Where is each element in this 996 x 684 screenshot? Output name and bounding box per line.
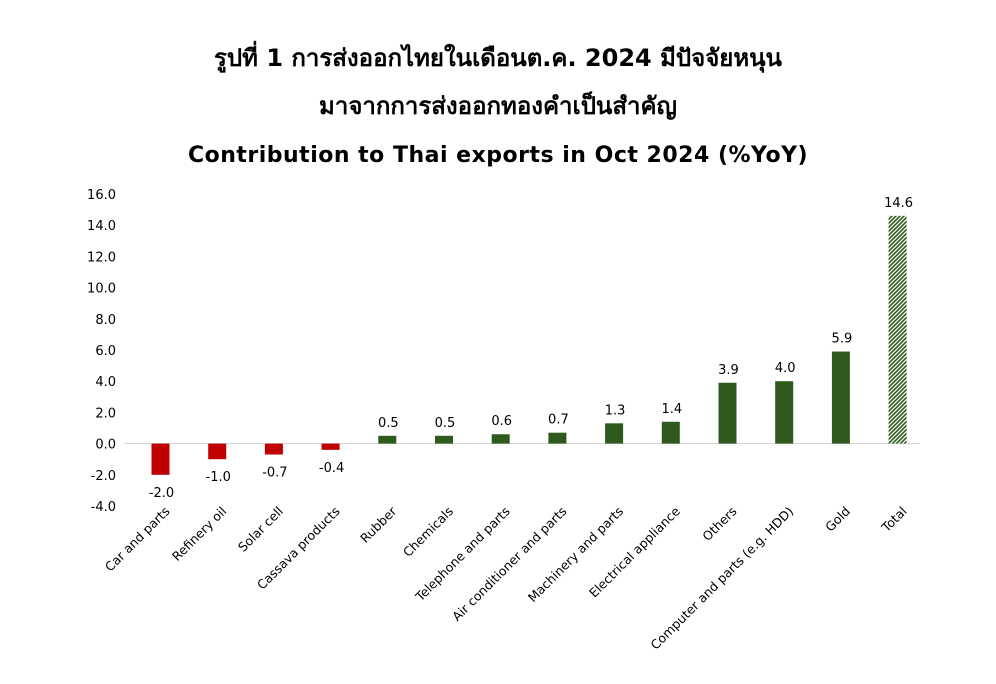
x-tick-label: Chemicals: [400, 504, 456, 560]
chart-title-thai-line-2: มาจากการส่งออกทองคำเป็นสำคัญ: [319, 92, 677, 120]
bar: [378, 435, 397, 444]
y-tick-label: 12.0: [87, 250, 116, 265]
bar: [208, 443, 227, 460]
data-label: -0.7: [262, 466, 287, 481]
bar: [321, 443, 340, 450]
x-tick-label: Machinery and parts: [525, 504, 626, 605]
bar: [775, 381, 794, 444]
bar: [548, 432, 567, 444]
bar: [831, 351, 850, 444]
bar: [151, 443, 170, 475]
data-label: 5.9: [832, 332, 853, 347]
x-tick-label: Air conditioner and parts: [449, 504, 569, 624]
data-label: 14.6: [884, 196, 913, 211]
data-label: -2.0: [149, 486, 174, 501]
y-tick-label: 14.0: [87, 219, 116, 234]
y-tick-label: 10.0: [87, 282, 116, 297]
bar: [718, 382, 737, 444]
y-tick-label: 6.0: [95, 344, 116, 359]
data-label: 0.6: [491, 414, 512, 429]
bar: [661, 421, 680, 444]
x-tick-label: Gold: [822, 504, 853, 535]
chart-title-thai-line-1: รูปที่ 1 การส่งออกไทยในเดือนต.ค. 2024 มี…: [214, 44, 782, 72]
data-label: 0.5: [378, 416, 399, 431]
bar: [264, 443, 283, 455]
data-labels: -2.0 -1.0 -0.7 -0.4 0.5 0.5 0.6 0.7 1.3 1.4 3.9 4.0…: [149, 196, 913, 501]
x-tick-label: Solar cell: [235, 504, 286, 555]
data-label: 3.9: [718, 363, 739, 378]
x-tick-label: Rubber: [357, 503, 400, 546]
bar: [491, 434, 510, 444]
y-tick-label: 8.0: [95, 313, 116, 328]
x-tick-label: Refinery oil: [169, 504, 229, 564]
bar: [435, 435, 453, 444]
y-tick-label: 2.0: [95, 406, 116, 421]
x-tick-label: Telephone and parts: [412, 504, 513, 605]
x-tick-label: Others: [699, 504, 739, 544]
data-label: -0.4: [319, 461, 344, 476]
data-label: -1.0: [206, 470, 231, 485]
data-label: 1.3: [605, 403, 626, 418]
y-tick-label: 0.0: [95, 438, 116, 453]
x-tick-label: Total: [878, 504, 910, 536]
y-tick-label: -2.0: [91, 469, 116, 484]
bar-total: [888, 215, 907, 444]
data-label: 0.5: [435, 416, 456, 431]
data-label: 4.0: [775, 361, 796, 376]
chart-title: Contribution to Thai exports in Oct 2024…: [187, 143, 809, 168]
data-label: 0.7: [548, 413, 569, 428]
bars: [151, 215, 907, 475]
y-axis: 16.0 14.0 12.0 10.0 8.0 6.0 4.0 2.0 0.0 -2.0 -4.0: [87, 188, 920, 515]
y-tick-label: 4.0: [95, 375, 116, 390]
data-label: 1.4: [661, 402, 682, 417]
y-tick-label: 16.0: [87, 188, 116, 203]
y-tick-label: -4.0: [91, 500, 116, 515]
bar: [605, 423, 624, 444]
